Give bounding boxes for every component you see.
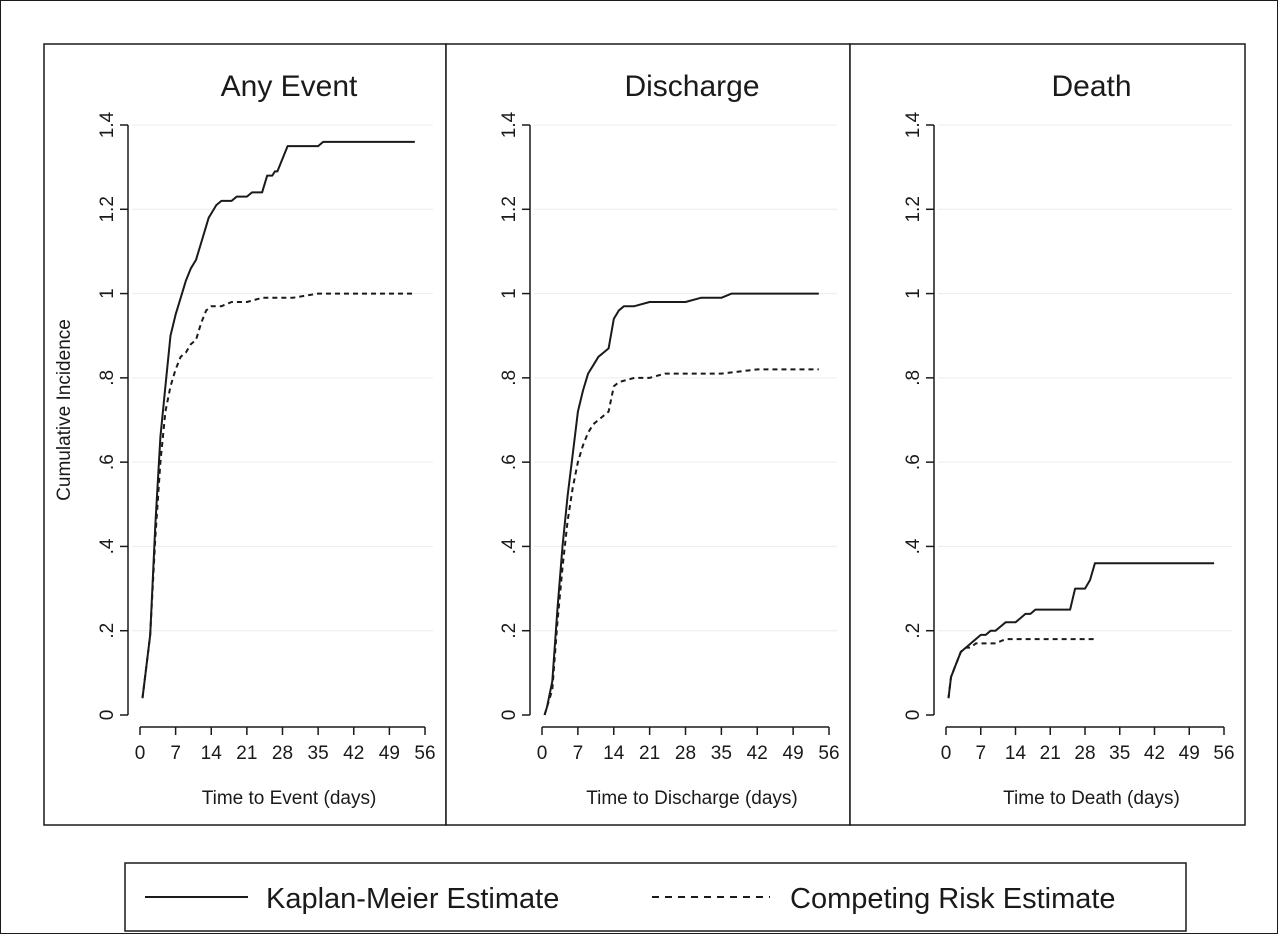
y-tick-label: .2 — [97, 623, 118, 639]
panel-frame — [849, 43, 1246, 826]
y-tick-label: 0 — [903, 710, 924, 721]
y-tick-label: 1.2 — [499, 196, 520, 222]
x-tick-label: 21 — [236, 743, 257, 764]
y-tick-label: .6 — [903, 454, 924, 470]
y-tick-label: .4 — [97, 538, 118, 554]
x-tick-label: 35 — [1109, 743, 1130, 764]
x-tick-label: 0 — [941, 743, 952, 764]
x-tick-label: 0 — [135, 743, 146, 764]
y-tick-label: 1.4 — [903, 111, 924, 138]
y-tick-label: .8 — [97, 370, 118, 386]
y-tick-label: .6 — [499, 454, 520, 470]
x-tick-label: 28 — [675, 743, 696, 764]
y-tick-label: 1.4 — [97, 111, 118, 138]
x-tick-label: 28 — [272, 743, 293, 764]
y-axis-label: Cumulative Incidence — [54, 319, 75, 501]
panel-title: Any Event — [221, 70, 358, 103]
x-tick-label: 21 — [1040, 743, 1061, 764]
y-tick-label: 0 — [499, 710, 520, 721]
x-axis-label: Time to Event (days) — [202, 788, 377, 809]
x-tick-label: 49 — [783, 743, 804, 764]
series-line-competing-risk — [141, 292, 415, 699]
y-tick-label: 1.4 — [499, 111, 520, 138]
x-axis-label: Time to Discharge (days) — [586, 788, 798, 809]
y-tick-label: 1 — [499, 288, 520, 299]
panel-death: 0 .2 .4 .6 .8 1 1.2 1.4 0 7 14 21 28 35 42 49 56 Death Tim… — [849, 43, 1246, 826]
legend: Kaplan-Meier Estimate Competing Risk Est… — [124, 862, 1187, 932]
x-tick-label: 21 — [639, 743, 660, 764]
series-line-kaplan-meier — [543, 292, 819, 716]
y-tick-label: 1 — [903, 288, 924, 299]
y-tick-label: .8 — [499, 370, 520, 386]
y-tick-label: 0 — [97, 710, 118, 721]
x-tick-label: 7 — [573, 743, 584, 764]
x-tick-label: 35 — [711, 743, 732, 764]
y-tick-label: .6 — [97, 454, 118, 470]
panel-frame — [43, 43, 447, 826]
series-line-competing-risk — [543, 368, 819, 716]
y-tick-label: .2 — [499, 623, 520, 639]
x-tick-label: 56 — [1213, 743, 1234, 764]
y-tick-label: .4 — [903, 538, 924, 554]
x-tick-label: 14 — [603, 743, 625, 764]
x-tick-label: 7 — [170, 743, 181, 764]
x-tick-label: 56 — [414, 743, 435, 764]
legend-label-km: Kaplan-Meier Estimate — [266, 883, 559, 915]
y-tick-label: .8 — [903, 370, 924, 386]
series-line-competing-risk — [947, 638, 1095, 699]
x-tick-label: 14 — [201, 743, 223, 764]
y-tick-label: .4 — [499, 538, 520, 554]
x-tick-label: 35 — [308, 743, 329, 764]
legend-label-cr: Competing Risk Estimate — [790, 883, 1116, 915]
panel-title: Discharge — [624, 70, 759, 103]
panel-discharge: 0 .2 .4 .6 .8 1 1.2 1.4 0 7 14 21 28 35 42 49 56 Discharg… — [445, 43, 851, 826]
x-tick-label: 42 — [1144, 743, 1165, 764]
x-tick-label: 0 — [537, 743, 548, 764]
panel-title: Death — [1051, 70, 1131, 103]
x-axis-label: Time to Death (days) — [1003, 788, 1180, 809]
x-tick-label: 7 — [975, 743, 986, 764]
x-tick-label: 49 — [1179, 743, 1200, 764]
y-tick-label: 1 — [97, 288, 118, 299]
x-tick-label: 42 — [747, 743, 768, 764]
y-tick-label: 1.2 — [903, 196, 924, 222]
x-tick-label: 56 — [818, 743, 839, 764]
panel-frame — [445, 43, 851, 826]
y-tick-label: 1.2 — [97, 196, 118, 222]
panel-any-event: 0 .2 .4 .6 .8 1 1.2 1.4 0 7 14 21 28 35 42 49 56 Any Even… — [43, 43, 447, 826]
y-tick-label: .2 — [903, 623, 924, 639]
series-line-kaplan-meier — [947, 562, 1215, 699]
series-line-kaplan-meier — [141, 140, 415, 699]
x-tick-label: 42 — [343, 743, 364, 764]
x-tick-label: 49 — [379, 743, 400, 764]
x-tick-label: 14 — [1005, 743, 1027, 764]
x-tick-label: 28 — [1074, 743, 1095, 764]
